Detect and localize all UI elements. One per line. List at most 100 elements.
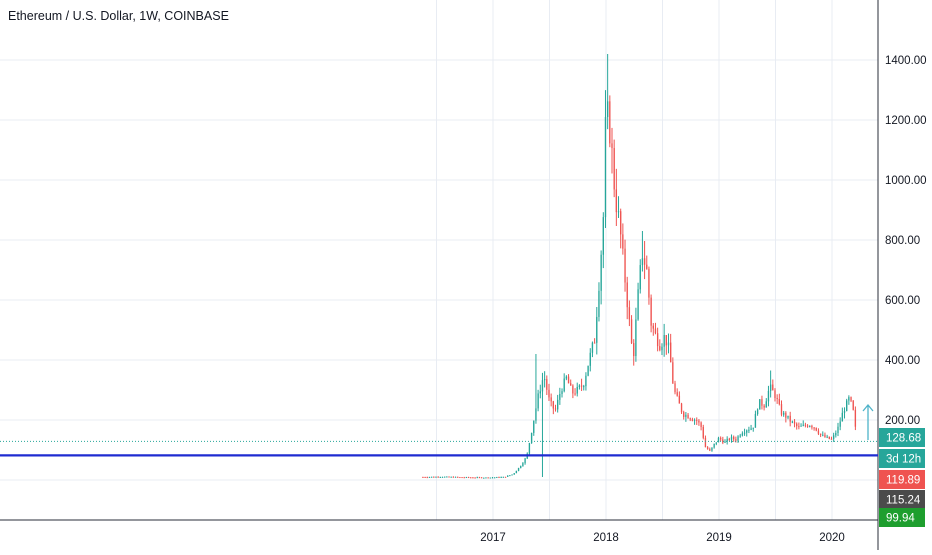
candle-body (648, 268, 650, 298)
candle-body (778, 398, 780, 405)
candle-body (556, 399, 559, 410)
candle-body (687, 414, 689, 419)
candle-body (839, 421, 841, 427)
candle-body (443, 476, 446, 478)
candle-body (750, 428, 752, 430)
candle-body (463, 477, 465, 479)
candle-body (674, 383, 676, 393)
candle-body (600, 254, 602, 291)
candle-body (535, 408, 537, 421)
candle-body (606, 101, 609, 118)
candle-body (565, 376, 568, 379)
candle-body (507, 475, 509, 477)
price-label-badge (879, 428, 925, 447)
candle-body (626, 282, 628, 308)
candle-body (713, 443, 715, 448)
candle-body (635, 319, 637, 357)
candle-body (843, 411, 846, 413)
candle-body (574, 393, 576, 395)
candle-body (602, 217, 604, 255)
candle-body (543, 379, 546, 381)
candle-body (643, 258, 646, 265)
candle-body (809, 425, 811, 427)
candle-body (765, 401, 767, 408)
candle-body (511, 474, 513, 476)
candle-body (769, 384, 772, 391)
candle-body (567, 376, 570, 384)
candle-body (782, 412, 785, 415)
candle-body (500, 477, 502, 479)
y-tick-label: 800.00 (885, 235, 920, 247)
candle-body (709, 449, 711, 451)
candle-body (806, 425, 809, 427)
price-label-text: 115.24 (886, 495, 921, 507)
candle-body (796, 423, 798, 427)
candle-body (787, 415, 789, 418)
x-tick-label: 2019 (706, 532, 732, 544)
candle-body (450, 476, 452, 478)
candle-body (524, 458, 526, 464)
candle-body (676, 392, 678, 396)
chart-title: Ethereum / U.S. Dollar, 1W, COINBASE (8, 9, 229, 23)
candle-body (513, 473, 515, 475)
candle-body (702, 426, 704, 438)
candle-body (596, 316, 598, 343)
candle-body (841, 412, 844, 422)
candle-body (587, 365, 589, 376)
candle-body (691, 419, 694, 421)
candle-body (698, 420, 700, 423)
candle-body (646, 264, 648, 269)
candle-body (617, 211, 620, 213)
price-label-text: 119.89 (886, 475, 920, 487)
candle-body (580, 385, 583, 387)
candle-body (467, 477, 470, 479)
candle-body (717, 437, 720, 443)
candle-body (550, 397, 552, 402)
candle-body (711, 447, 713, 451)
candle-body (457, 476, 459, 478)
candle-body (798, 426, 800, 428)
candle-body (509, 475, 511, 477)
candle-body (561, 391, 563, 394)
arrow-up-icon (862, 403, 874, 440)
candle-body (441, 476, 444, 478)
x-tick-label: 2018 (593, 532, 619, 544)
candle-body (793, 421, 796, 424)
candle-body (780, 404, 783, 415)
price-label-badge (879, 490, 925, 509)
candle-body (752, 427, 754, 429)
candle-body (641, 258, 644, 266)
candle-body (491, 477, 494, 479)
candle-body (489, 477, 491, 479)
candle-body (628, 307, 631, 320)
candle-body (656, 333, 659, 347)
candle-body (478, 477, 481, 479)
candle-body (772, 384, 774, 391)
candle-body (822, 434, 824, 436)
candle-body (498, 477, 500, 479)
candle-body (554, 408, 557, 410)
candle-body (537, 393, 539, 409)
candle-body (754, 414, 757, 428)
candle-body (637, 289, 639, 320)
candle-body (517, 467, 520, 471)
y-tick-label: 1200.00 (885, 115, 927, 127)
candle-body (624, 248, 626, 283)
candle-body (724, 441, 726, 443)
price-label-badge (879, 508, 925, 527)
candle-body (826, 436, 828, 438)
candle-body (748, 429, 750, 431)
candle-body (546, 379, 548, 390)
candle-body (733, 436, 735, 440)
candle-body (696, 419, 698, 421)
candle-body (785, 412, 787, 418)
candle-body (448, 476, 450, 478)
candle-body (852, 400, 854, 410)
candle-body (609, 101, 611, 144)
candle-body (800, 425, 802, 427)
candle-body (835, 433, 837, 436)
candle-body (528, 443, 531, 454)
candle-body (663, 335, 665, 347)
